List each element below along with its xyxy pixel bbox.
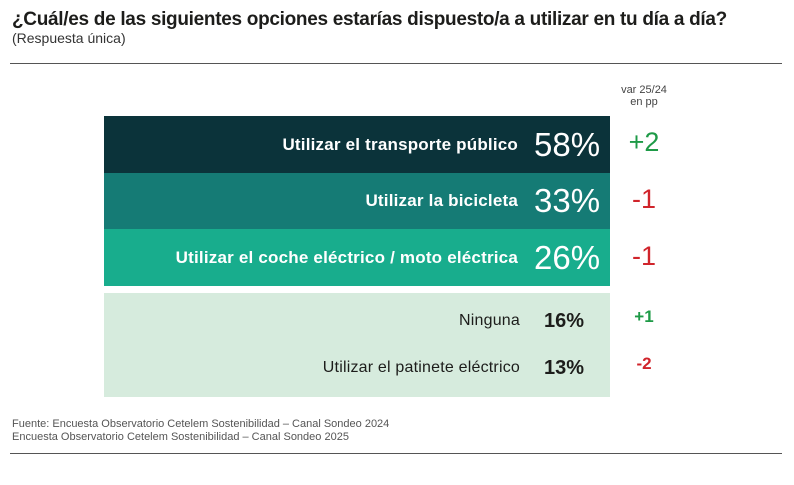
chart-subtitle: (Respuesta única) — [12, 30, 126, 46]
row-label: Utilizar el patinete eléctrico — [322, 359, 520, 376]
var-transporte-publico: +2 — [628, 127, 660, 157]
row-bicicleta: Utilizar la bicicleta 33% — [104, 173, 610, 229]
var-header-line1: var 25/24 — [621, 84, 667, 96]
row-ninguna: Ninguna 16% — [104, 303, 610, 339]
var-ninguna: +1 — [634, 307, 654, 326]
row-coche-electrico: Utilizar el coche eléctrico / moto eléct… — [104, 229, 610, 286]
var-patinete: -2 — [636, 354, 652, 373]
secondary-options-box — [104, 293, 610, 397]
row-value: 33% — [534, 182, 601, 219]
var-bicicleta: -1 — [631, 184, 656, 214]
row-value: 58% — [534, 125, 601, 163]
row-value: 13% — [544, 356, 585, 379]
source-line-2: Encuesta Observatorio Cetelem Sostenibil… — [12, 431, 349, 443]
var-header-line2: en pp — [630, 96, 658, 108]
row-label: Ninguna — [458, 312, 520, 329]
row-label: Utilizar el transporte público — [282, 134, 518, 154]
var-column-header: var 25/24 en pp — [612, 84, 676, 108]
var-coche-electrico: -1 — [631, 241, 656, 271]
bottom-divider — [10, 453, 782, 454]
source-note: Fuente: Encuesta Observatorio Cetelem So… — [12, 418, 389, 444]
row-label: Utilizar el coche eléctrico / moto eléct… — [175, 247, 518, 267]
top-divider — [10, 63, 782, 64]
row-label: Utilizar la bicicleta — [365, 191, 518, 210]
source-line-1: Fuente: Encuesta Observatorio Cetelem So… — [12, 418, 390, 430]
row-patinete: Utilizar el patinete eléctrico 13% — [104, 350, 610, 386]
row-transporte-publico: Utilizar el transporte público 58% — [104, 116, 610, 173]
chart-title: ¿Cuál/es de las siguientes opciones esta… — [12, 9, 727, 30]
row-value: 26% — [534, 238, 601, 276]
row-value: 16% — [544, 309, 585, 332]
